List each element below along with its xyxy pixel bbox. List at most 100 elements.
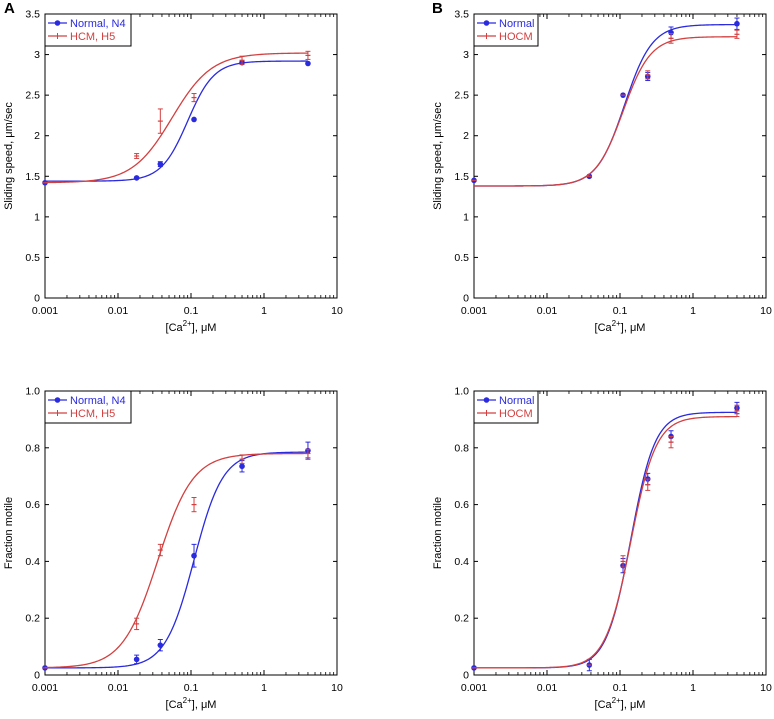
series-hcm-h5 xyxy=(42,448,311,669)
legend-box xyxy=(44,390,132,424)
x-label-prefix: [Ca xyxy=(595,322,613,334)
plot-frame xyxy=(473,390,767,676)
y-tick-label: 3.5 xyxy=(25,9,40,21)
legend-label: Normal, N4 xyxy=(70,18,126,30)
series-hocm xyxy=(471,29,740,187)
y-tick-label: 2 xyxy=(463,130,469,142)
legend-label: HOCM xyxy=(499,408,533,420)
chart-panel-1: A 0 0.5 1 1.5 2 2.5 3 3.5 0.001 0.01 0.1 1 10 [Ca2+], … xyxy=(3,0,343,334)
x-tick-label: 0.1 xyxy=(184,682,199,694)
chart-panel-2: B 0 0.5 1 1.5 2 2.5 3 3.5 0.001 0.01 0.1 1 10 [Ca2+], … xyxy=(432,0,772,334)
legend-box xyxy=(473,390,539,424)
x-tick-label: 0.001 xyxy=(461,682,487,694)
legend-box xyxy=(473,13,539,47)
x-tick-label: 0.001 xyxy=(32,682,58,694)
x-label-superscript: 2+ xyxy=(612,319,621,328)
plot-frame xyxy=(44,390,338,676)
y-tick-label: 0.2 xyxy=(454,613,469,625)
y-tick-label: 3.5 xyxy=(454,9,469,21)
x-label-prefix: [Ca xyxy=(595,699,613,711)
y-tick-label: 0.6 xyxy=(454,499,469,511)
y-tick-label: 0.4 xyxy=(454,556,469,568)
y-axis-label: Fraction motile xyxy=(432,497,444,569)
fit-curve xyxy=(474,23,737,187)
legend-marker xyxy=(483,20,490,26)
legend-label: HOCM xyxy=(499,31,533,43)
legend-marker xyxy=(54,397,61,403)
x-tick-label: 0.1 xyxy=(613,305,628,317)
x-tick-label: 1 xyxy=(261,305,267,317)
data-point xyxy=(133,656,140,663)
legend-marker xyxy=(54,20,61,26)
y-tick-label: 1.5 xyxy=(25,171,40,183)
y-tick-label: 0.8 xyxy=(454,442,469,454)
x-tick-label: 0.001 xyxy=(461,305,487,317)
x-label-prefix: [Ca xyxy=(166,699,184,711)
x-label-superscript: 2+ xyxy=(612,696,621,705)
y-tick-label: 2.5 xyxy=(25,90,40,102)
x-tick-label: 1 xyxy=(690,305,696,317)
y-tick-label: 0.6 xyxy=(25,499,40,511)
y-tick-label: 1.5 xyxy=(454,171,469,183)
data-point xyxy=(668,29,674,36)
y-tick-label: 0.4 xyxy=(25,556,40,568)
y-tick-label: 0 xyxy=(463,670,469,682)
x-label-suffix: ], μM xyxy=(192,699,217,711)
y-axis-label: Sliding speed, μm/sec xyxy=(432,102,444,210)
x-label-suffix: ], μM xyxy=(621,322,646,334)
data-point xyxy=(157,161,164,167)
y-tick-label: 3 xyxy=(463,49,469,61)
x-tick-label: 0.01 xyxy=(537,305,558,317)
fit-curve xyxy=(474,36,737,187)
panel-label: A xyxy=(4,0,15,17)
x-tick-label: 0.01 xyxy=(108,305,129,317)
x-tick-label: 10 xyxy=(760,305,772,317)
data-point xyxy=(191,552,197,559)
data-point xyxy=(133,175,140,181)
y-tick-label: 2 xyxy=(34,130,40,142)
legend-label: Normal xyxy=(499,395,534,407)
x-label-suffix: ], μM xyxy=(192,322,217,334)
data-point xyxy=(157,642,164,648)
legend-box xyxy=(44,13,132,47)
series-hcm-h5 xyxy=(42,50,311,184)
legend-label: HCM, H5 xyxy=(70,408,115,420)
y-tick-label: 0.8 xyxy=(25,442,40,454)
legend-label: Normal xyxy=(499,18,534,30)
fit-curve xyxy=(45,60,308,182)
x-axis-label: [Ca2+], μM xyxy=(595,696,646,711)
y-tick-label: 0 xyxy=(34,670,40,682)
x-label-prefix: [Ca xyxy=(166,322,184,334)
y-tick-label: 0.5 xyxy=(25,252,40,264)
x-tick-label: 1 xyxy=(690,682,696,694)
x-label-suffix: ], μM xyxy=(621,699,646,711)
fit-curve xyxy=(474,415,737,669)
series-hocm xyxy=(471,404,740,669)
y-tick-label: 1.0 xyxy=(25,386,40,398)
y-tick-label: 1.0 xyxy=(454,386,469,398)
x-tick-label: 0.01 xyxy=(537,682,558,694)
y-axis-label: Sliding speed, μm/sec xyxy=(3,102,15,210)
series-normal-n4 xyxy=(42,59,311,186)
y-tick-label: 1 xyxy=(34,211,40,223)
x-tick-label: 10 xyxy=(331,305,343,317)
legend-label: HCM, H5 xyxy=(70,31,115,43)
x-tick-label: 0.1 xyxy=(613,682,628,694)
y-tick-label: 0.2 xyxy=(25,613,40,625)
x-tick-label: 10 xyxy=(331,682,343,694)
data-point xyxy=(734,20,740,27)
data-point xyxy=(191,116,197,123)
plot-frame xyxy=(44,13,338,299)
y-tick-label: 1 xyxy=(463,211,469,223)
legend-label: Normal, N4 xyxy=(70,395,126,407)
data-point xyxy=(239,463,245,470)
y-axis-label: Fraction motile xyxy=(3,497,15,569)
data-point xyxy=(305,60,311,67)
x-tick-label: 1 xyxy=(261,682,267,694)
x-tick-label: 10 xyxy=(760,682,772,694)
